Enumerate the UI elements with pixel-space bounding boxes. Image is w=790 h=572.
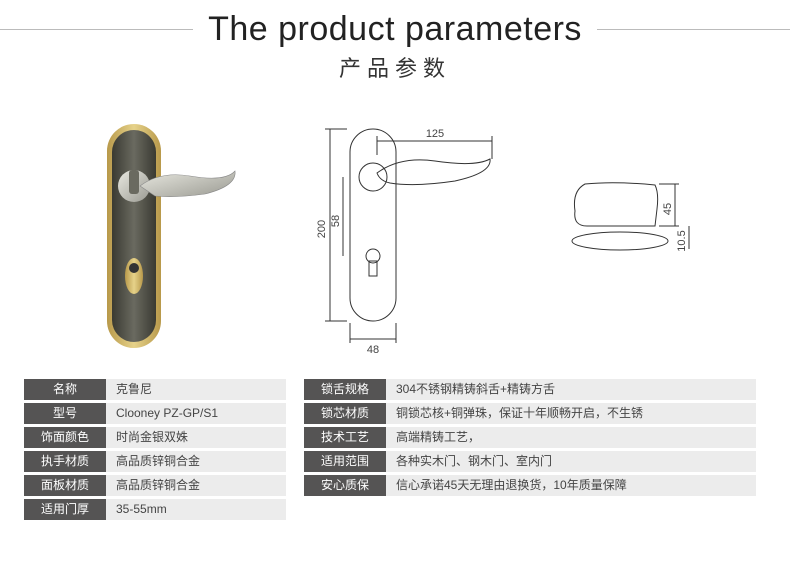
spec-label: 技术工艺	[304, 427, 386, 448]
title-chinese: 产品参数	[0, 51, 790, 83]
dim-plate-height: 200	[316, 220, 328, 238]
spec-label: 锁芯材质	[304, 403, 386, 424]
spec-value: 高品质锌铜合金	[106, 451, 286, 472]
dim-handle-keyhole: 58	[330, 215, 342, 227]
spec-value: 304不锈钢精铸斜舌+精铸方舌	[386, 379, 756, 400]
specs-left-column: 名称克鲁尼 型号Clooney PZ-GP/S1 饰面颜色时尚金银双姝 执手材质…	[24, 379, 286, 520]
spec-label: 适用门厚	[24, 499, 106, 520]
rule-right	[597, 29, 790, 30]
spec-row: 适用门厚35-55mm	[24, 499, 286, 520]
spec-label: 饰面颜色	[24, 427, 106, 448]
spec-row: 型号Clooney PZ-GP/S1	[24, 403, 286, 424]
spec-label: 锁舌规格	[304, 379, 386, 400]
diagram-row: 200 58 48 125 45 10.5	[0, 101, 790, 371]
spec-label: 适用范围	[304, 451, 386, 472]
spec-value: 35-55mm	[106, 499, 286, 520]
spec-value: Clooney PZ-GP/S1	[106, 403, 286, 424]
technical-drawing: 200 58 48 125 45 10.5	[295, 111, 715, 361]
specs-table: 名称克鲁尼 型号Clooney PZ-GP/S1 饰面颜色时尚金银双姝 执手材质…	[0, 371, 790, 520]
spec-row: 锁舌规格304不锈钢精铸斜舌+精铸方舌	[304, 379, 756, 400]
spec-row: 安心质保信心承诺45天无理由退换货，10年质量保障	[304, 475, 756, 496]
dim-side-thickness: 10.5	[676, 230, 688, 251]
title-english: The product parameters	[208, 10, 582, 49]
spec-row: 饰面颜色时尚金银双姝	[24, 427, 286, 448]
spec-row: 锁芯材质铜锁芯核+铜弹珠，保证十年顺畅开启，不生锈	[304, 403, 756, 424]
spec-value: 克鲁尼	[106, 379, 286, 400]
spec-value: 时尚金银双姝	[106, 427, 286, 448]
product-photo	[75, 116, 255, 356]
spec-value: 各种实木门、钢木门、室内门	[386, 451, 756, 472]
spec-value: 高品质锌铜合金	[106, 475, 286, 496]
spec-row: 技术工艺高端精铸工艺，	[304, 427, 756, 448]
header: The product parameters 产品参数	[0, 0, 790, 83]
spec-label: 安心质保	[304, 475, 386, 496]
dim-side-height: 45	[662, 203, 674, 215]
dim-plate-width: 48	[367, 344, 379, 356]
spec-label: 名称	[24, 379, 106, 400]
spec-label: 型号	[24, 403, 106, 424]
spec-value: 铜锁芯核+铜弹珠，保证十年顺畅开启，不生锈	[386, 403, 756, 424]
dim-handle-length: 125	[426, 128, 444, 140]
spec-label: 执手材质	[24, 451, 106, 472]
spec-row: 适用范围各种实木门、钢木门、室内门	[304, 451, 756, 472]
spec-row: 执手材质高品质锌铜合金	[24, 451, 286, 472]
rule-left	[0, 29, 193, 30]
spec-value: 高端精铸工艺，	[386, 427, 756, 448]
spec-row: 名称克鲁尼	[24, 379, 286, 400]
spec-value: 信心承诺45天无理由退换货，10年质量保障	[386, 475, 756, 496]
spec-row: 面板材质高品质锌铜合金	[24, 475, 286, 496]
specs-right-column: 锁舌规格304不锈钢精铸斜舌+精铸方舌 锁芯材质铜锁芯核+铜弹珠，保证十年顺畅开…	[304, 379, 756, 520]
spec-label: 面板材质	[24, 475, 106, 496]
